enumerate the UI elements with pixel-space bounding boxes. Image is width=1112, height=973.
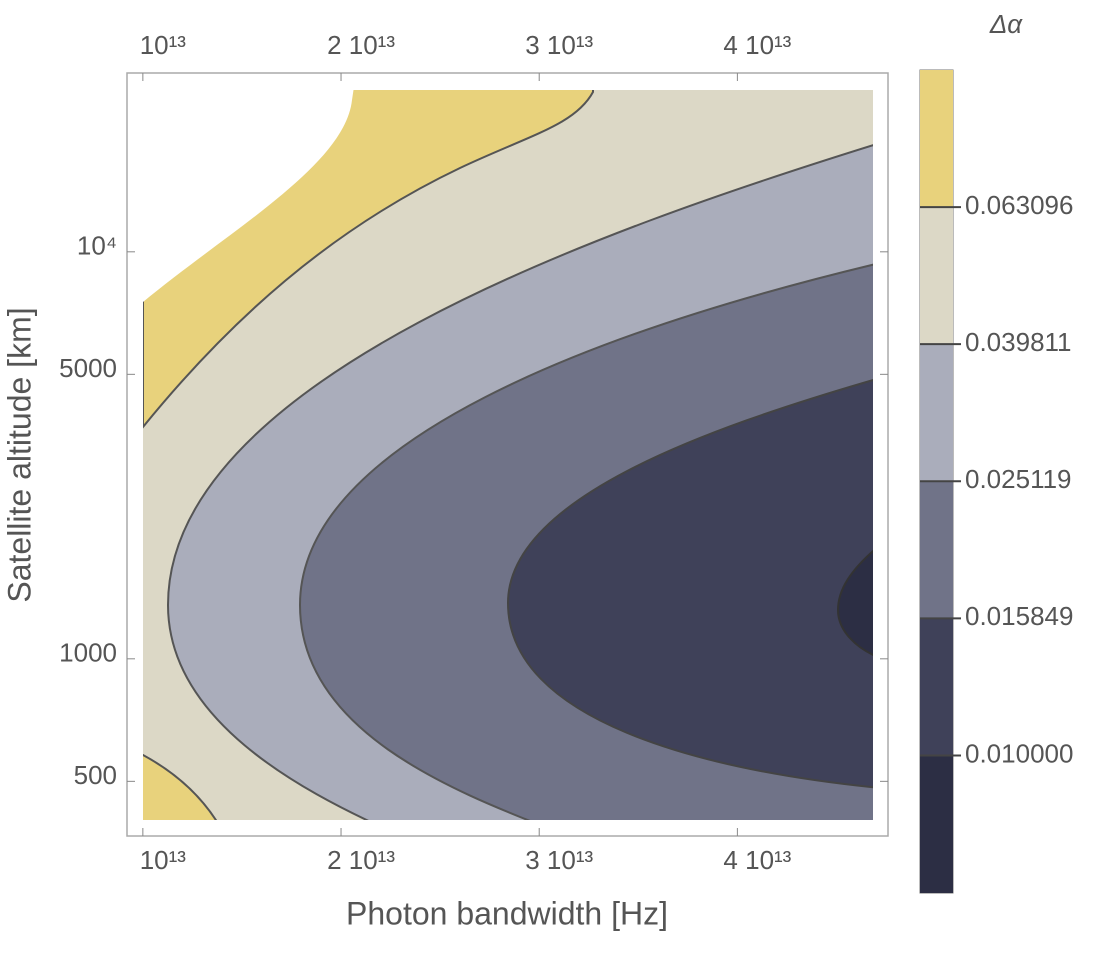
- contour-region: [836, 549, 873, 656]
- y-tick-label: 500: [74, 760, 117, 790]
- y-tick-label: 1000: [59, 638, 117, 668]
- colorbar-tick-label: 0.039811: [965, 327, 1072, 357]
- y-axis-label: Satellite altitude [km]: [1, 307, 37, 602]
- contour-area: [143, 90, 873, 820]
- colorbar-band: [920, 207, 953, 345]
- x-tick-label: 4 10¹³: [723, 845, 791, 875]
- x-tick-label: 2 10¹³: [327, 30, 395, 60]
- colorbar-tick-label: 0.015849: [965, 601, 1073, 631]
- colorbar-band: [920, 344, 953, 482]
- x-tick-label: 3 10¹³: [525, 30, 593, 60]
- contour-region: [143, 754, 218, 820]
- x-tick-label: 10¹³: [140, 30, 187, 60]
- colorbar-band: [920, 70, 953, 208]
- x-axis-label: Photon bandwidth [Hz]: [346, 895, 668, 931]
- colorbar-title: Δα: [989, 9, 1023, 39]
- colorbar-tick-label: 0.010000: [965, 738, 1073, 768]
- contour-region: [506, 379, 873, 789]
- colorbar-tick-label: 0.025119: [965, 464, 1072, 494]
- colorbar-band: [920, 481, 953, 619]
- colorbar-tick-label: 0.063096: [965, 190, 1073, 220]
- colorbar-band: [920, 618, 953, 756]
- x-tick-label: 4 10¹³: [723, 30, 791, 60]
- no-data-region: [143, 90, 354, 302]
- colorbar-band: [920, 755, 953, 893]
- x-tick-label: 10¹³: [140, 845, 187, 875]
- plot-frame: [126, 72, 889, 837]
- y-tick-label: 10⁴: [77, 231, 117, 261]
- y-tick-label: 5000: [59, 353, 117, 383]
- x-tick-label: 3 10¹³: [525, 845, 593, 875]
- x-tick-label: 2 10¹³: [327, 845, 395, 875]
